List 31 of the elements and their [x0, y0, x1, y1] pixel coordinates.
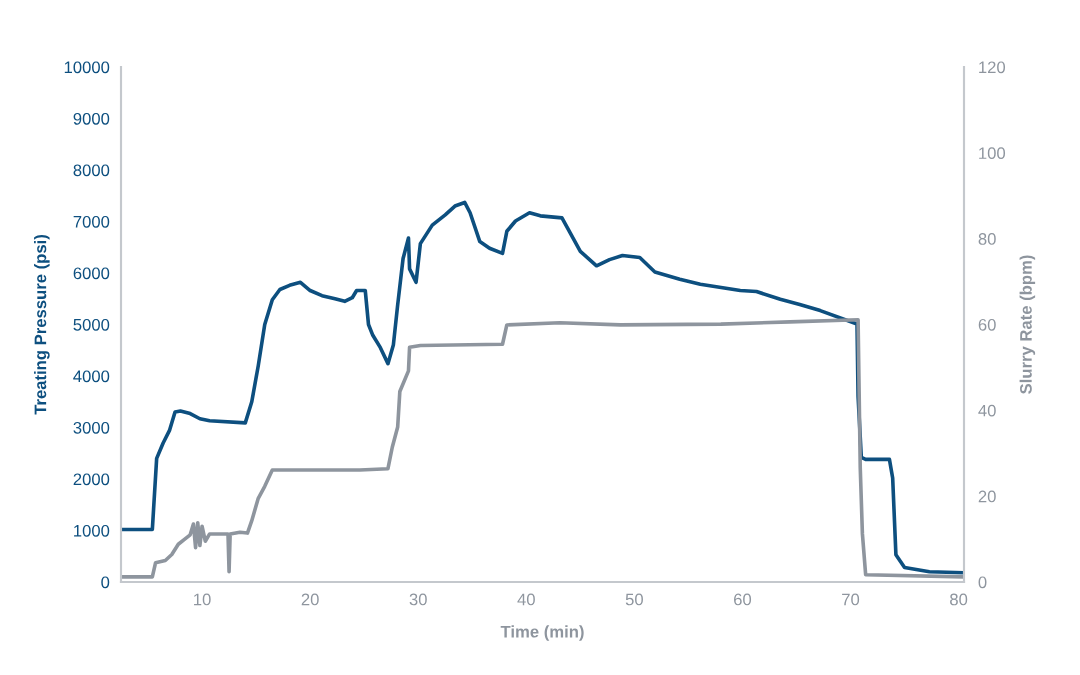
x-tick-label: 30: [409, 593, 427, 606]
x-tick-label: 20: [301, 593, 319, 606]
x-tick-label: 40: [517, 593, 535, 606]
x-tick-label: 80: [950, 593, 968, 606]
y-tick-label: 2000: [73, 473, 110, 486]
x-tick-label: 10: [194, 593, 211, 606]
y2-tick-label: 40: [978, 404, 996, 417]
x-tick-label: 70: [842, 593, 860, 606]
y2-tick-label: 0: [978, 576, 987, 589]
line-series: [121, 200, 964, 575]
y-tick-label: 7000: [73, 215, 110, 228]
y-tick-label: 1000: [74, 524, 110, 537]
x-tick-label: 50: [625, 593, 643, 606]
y-tick-label: 4000: [73, 370, 110, 383]
y-tick-label: 10000: [64, 61, 110, 74]
y2-axis-title: Slurry Rate (bpm): [1019, 255, 1036, 394]
y2-tick-label: 100: [979, 147, 1006, 160]
y2-tick-label: 20: [978, 490, 996, 503]
y-tick-label: 5000: [73, 318, 110, 331]
y-tick-label: 0: [101, 576, 110, 589]
x-tick-label: 60: [734, 593, 752, 606]
y-tick-label: 8000: [73, 164, 110, 177]
y-tick-label: 6000: [73, 267, 110, 280]
x-axis-title: Time (min): [500, 625, 584, 641]
y2-tick-label: 80: [978, 233, 996, 245]
y-tick-label: 9000: [73, 112, 110, 125]
y2-tick-label: 60: [978, 318, 996, 331]
y2-tick-label: 120: [979, 61, 1006, 74]
y-tick-label: 3000: [73, 421, 110, 434]
line-series: [121, 317, 964, 579]
y-axis-title: Treating Pressure (psi): [34, 235, 50, 415]
